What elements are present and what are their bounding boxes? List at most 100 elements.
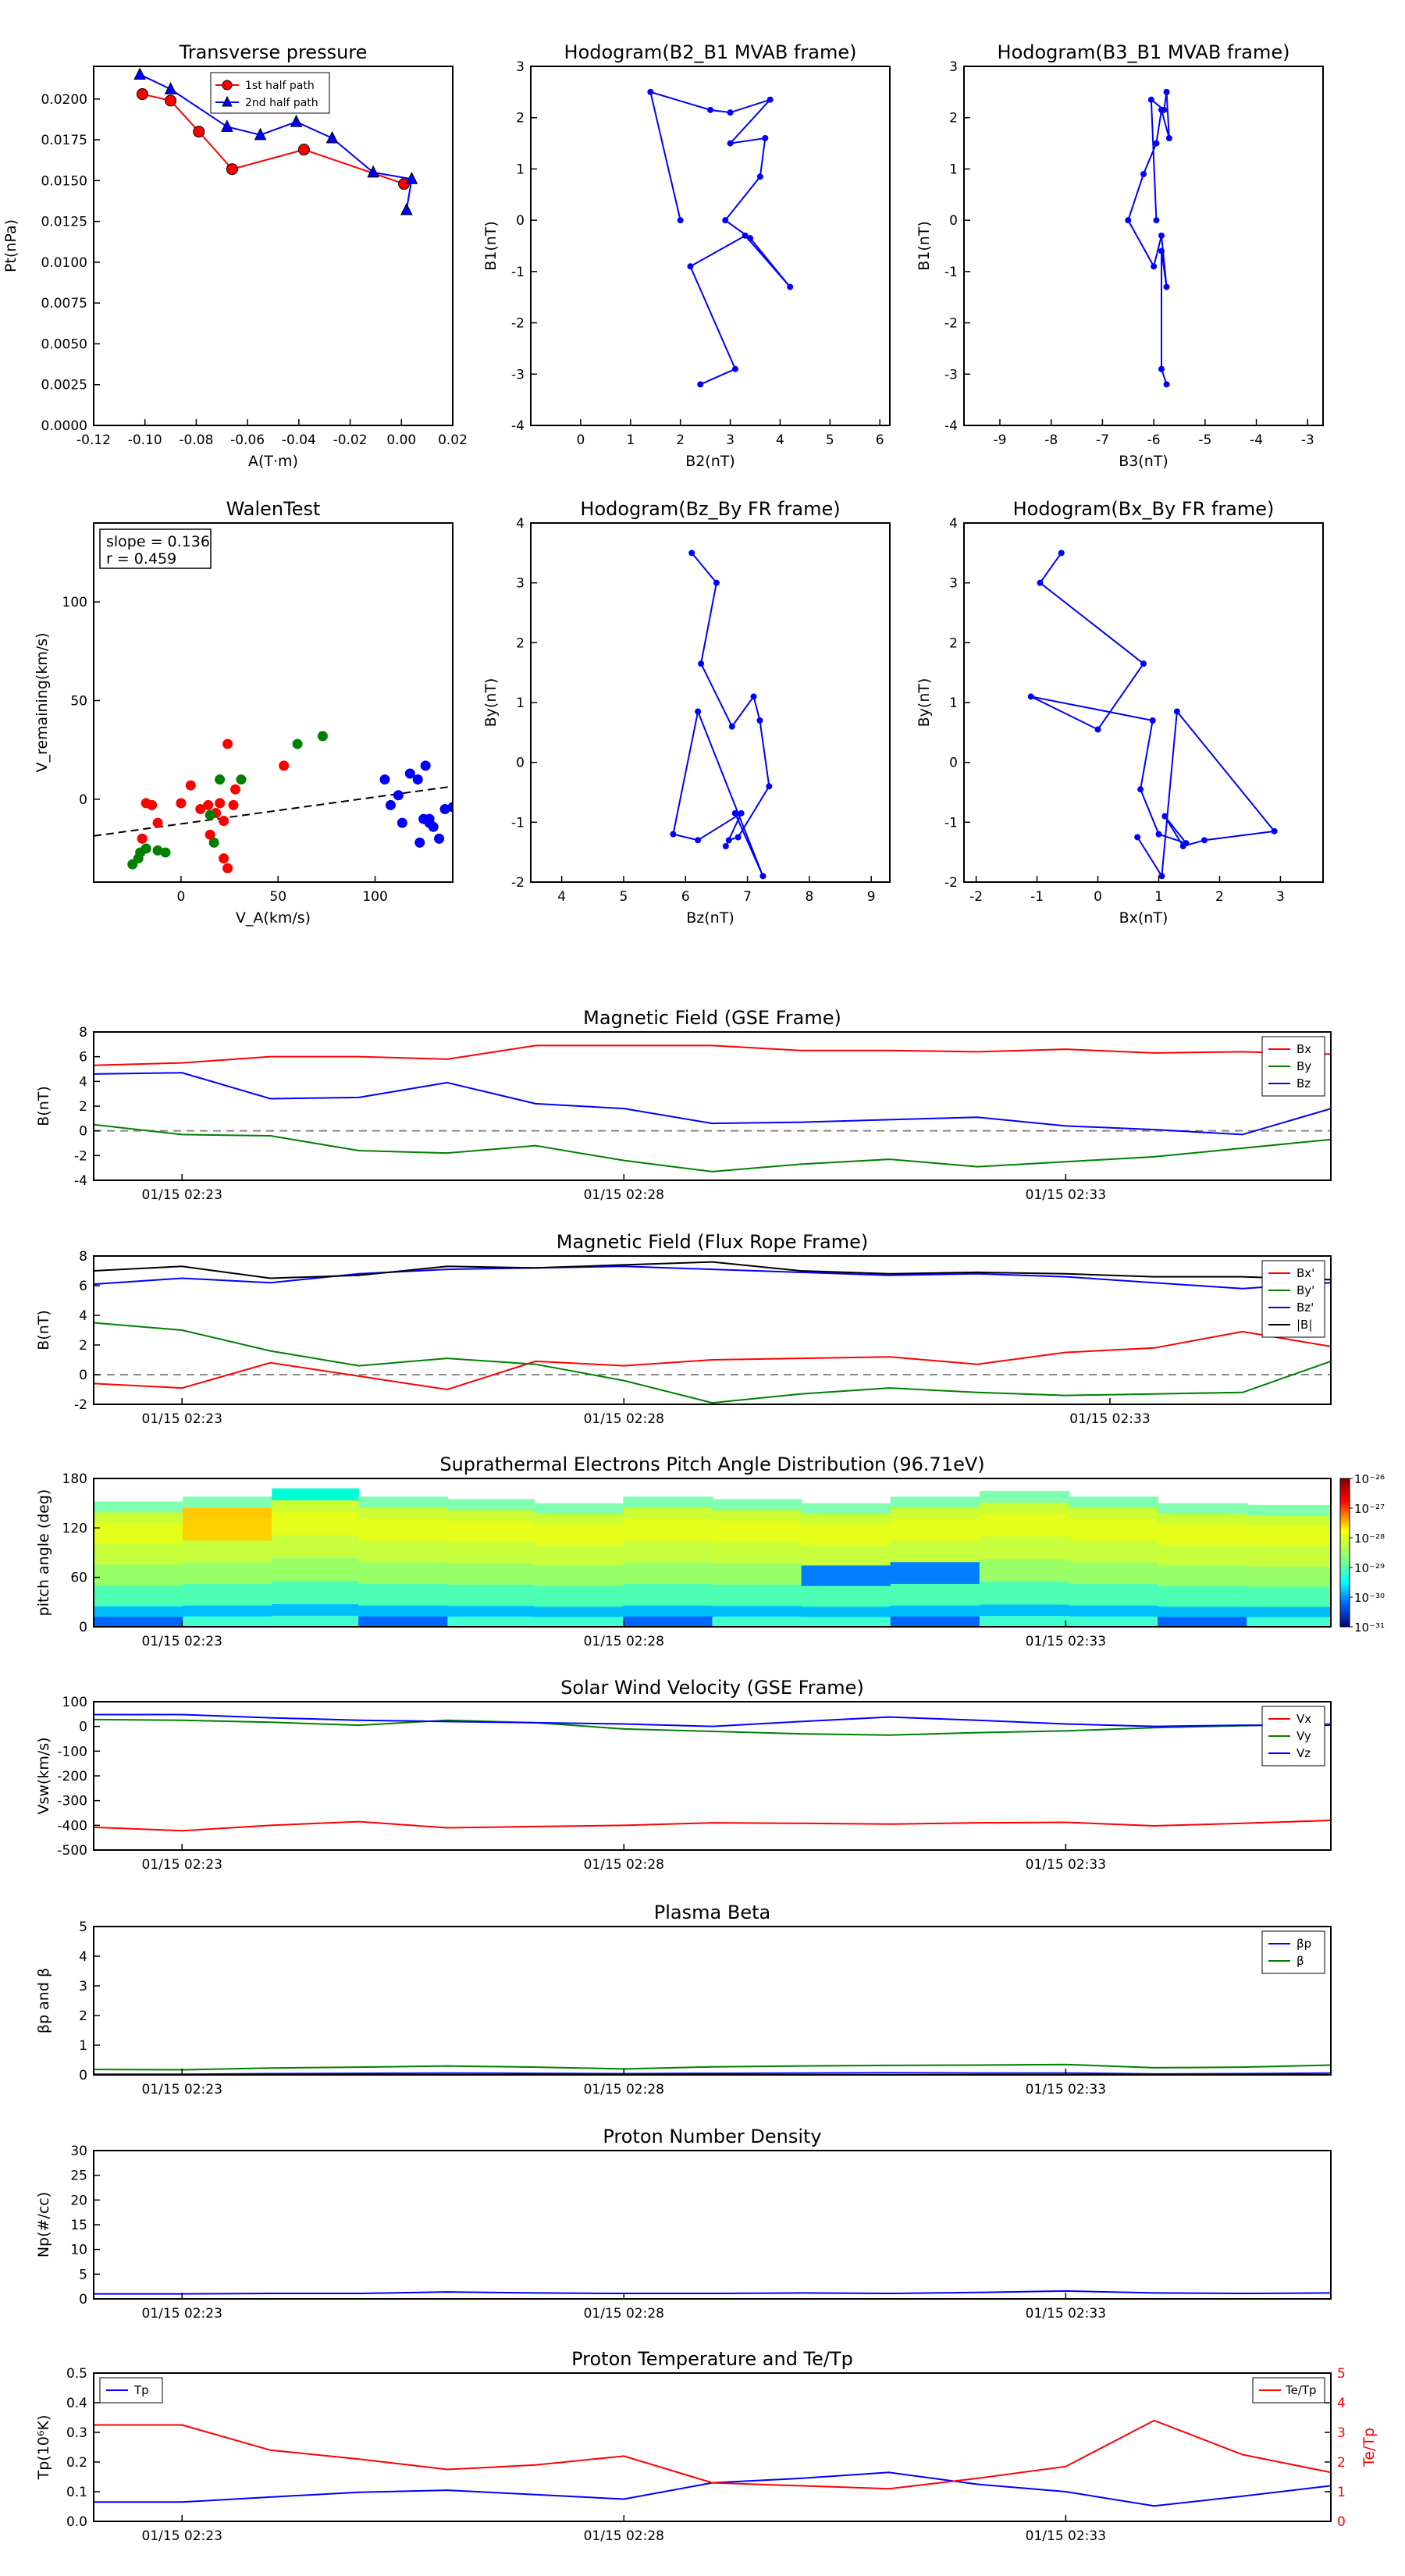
y-tick-label: -1 bbox=[944, 265, 958, 280]
heatmap-cell bbox=[801, 1606, 891, 1617]
plot-frame bbox=[93, 2150, 1332, 2300]
time-tick-label: 01/15 02:28 bbox=[584, 1411, 664, 1427]
heatmap-cell bbox=[358, 1616, 449, 1627]
heatmap-cell bbox=[1068, 1572, 1159, 1585]
plot-frame bbox=[93, 522, 454, 883]
x-tick-label: 4 bbox=[776, 432, 784, 448]
series-line bbox=[94, 1123, 1331, 1172]
x-tick-label: 5 bbox=[620, 889, 628, 905]
y-tick-label: 4 bbox=[1337, 2396, 1346, 2411]
scatter-point bbox=[279, 760, 290, 771]
chart-title: Proton Number Density bbox=[603, 2126, 821, 2147]
x-tick-label: 0 bbox=[576, 432, 585, 448]
heatmap-cell bbox=[801, 1534, 891, 1546]
y-tick-label: 2 bbox=[1337, 2455, 1346, 2471]
heatmap-cell bbox=[94, 1553, 184, 1565]
hodogram-point bbox=[756, 173, 763, 180]
hodogram-point bbox=[1140, 171, 1147, 177]
heatmap-cell bbox=[534, 1564, 624, 1576]
data-point bbox=[254, 127, 267, 141]
hodogram-point bbox=[1158, 106, 1165, 113]
heatmap-cell bbox=[94, 1574, 184, 1586]
plot-frame bbox=[530, 66, 891, 426]
heatmap-cell bbox=[1158, 1513, 1248, 1525]
legend-label: Te/Tp bbox=[1285, 2383, 1317, 2397]
annotation-box bbox=[99, 528, 212, 569]
y-tick-label: 0 bbox=[79, 792, 87, 808]
heatmap-cell bbox=[890, 1583, 980, 1595]
heatmap-cell bbox=[890, 1594, 980, 1606]
legend-box bbox=[1261, 1930, 1325, 1974]
y-tick-label: 6 bbox=[79, 1050, 87, 1066]
hodogram-point bbox=[756, 717, 763, 724]
heatmap-cell bbox=[358, 1594, 449, 1606]
heatmap-cell bbox=[890, 1605, 980, 1617]
hodogram-point bbox=[1149, 717, 1156, 724]
time-tick-label: 01/15 02:33 bbox=[1026, 2306, 1106, 2322]
heatmap-cell bbox=[979, 1603, 1069, 1617]
scatter-point bbox=[185, 780, 196, 791]
heatmap-cell bbox=[94, 1532, 184, 1544]
y-tick-label: -2 bbox=[74, 1148, 87, 1164]
heatmap-cell bbox=[534, 1606, 624, 1617]
y-tick-label: 0 bbox=[79, 2292, 87, 2307]
heatmap-cell bbox=[358, 1583, 449, 1595]
fit-line bbox=[94, 785, 453, 837]
hodogram-point bbox=[731, 809, 738, 817]
chart-title: Proton Temperature and Te/Tp bbox=[571, 2348, 853, 2370]
heatmap-cell bbox=[94, 1595, 184, 1606]
hodogram-point bbox=[1165, 135, 1172, 141]
y-tick-label: 0.4 bbox=[66, 2396, 87, 2411]
data-point bbox=[136, 88, 148, 101]
heatmap-cell bbox=[183, 1518, 273, 1530]
hodogram-point bbox=[1153, 217, 1160, 224]
heatmap-cell bbox=[358, 1572, 449, 1585]
x-tick-label: 5 bbox=[826, 432, 834, 448]
plot-area bbox=[94, 1044, 1331, 1172]
heatmap-cell bbox=[272, 1500, 360, 1512]
x-tick-label: -2 bbox=[969, 889, 983, 905]
y-tick-label: -100 bbox=[57, 1744, 87, 1759]
scatter-point bbox=[424, 817, 435, 828]
y-axis-label: Vsw(km/s) bbox=[35, 1737, 52, 1814]
colorbar-label: 10⁻²⁶ bbox=[1354, 1472, 1385, 1486]
heatmap-cell bbox=[447, 1573, 535, 1585]
y-tick-label: 100 bbox=[62, 1695, 87, 1710]
y-tick-label: 8 bbox=[79, 1249, 87, 1265]
hodogram-point bbox=[695, 837, 702, 844]
heatmap-cell bbox=[1247, 1514, 1331, 1526]
time-tick-label: 01/15 02:33 bbox=[1026, 1187, 1106, 1203]
heatmap-cell bbox=[1247, 1555, 1331, 1567]
hodogram-point bbox=[1125, 217, 1132, 224]
y-tick-label: 1 bbox=[949, 162, 958, 177]
hodogram-point bbox=[727, 140, 734, 147]
heatmap-cell bbox=[712, 1573, 802, 1585]
legend-label: 2nd half path bbox=[245, 97, 318, 109]
heatmap-cell bbox=[623, 1594, 713, 1606]
y-tick-label: 50 bbox=[70, 693, 87, 709]
chart-tp: Transverse pressure 0.0000 0.0025 0.0050 0.0… bbox=[2, 41, 468, 470]
heatmap-cell bbox=[183, 1594, 273, 1606]
scatter-point bbox=[219, 816, 229, 827]
heatmap-cell bbox=[712, 1499, 802, 1510]
y-tick-label: 2 bbox=[79, 1338, 87, 1354]
heatmap-cell bbox=[447, 1541, 535, 1553]
hodogram-point bbox=[687, 263, 694, 270]
scatter-point bbox=[205, 829, 215, 840]
hodogram-point bbox=[750, 693, 757, 700]
legend-label: By bbox=[1297, 1059, 1311, 1073]
y-axis-label: B1(nT) bbox=[482, 221, 500, 271]
chart-h3: Hodogram(Bz_By FR frame) -2 -1 0 1 2 3 4 4 5 6 7 8 9 B… bbox=[482, 498, 891, 927]
y-tick-label: 0.0200 bbox=[41, 92, 87, 108]
heatmap-cell bbox=[1247, 1525, 1331, 1536]
heatmap-cell bbox=[890, 1518, 980, 1530]
heatmap-cell bbox=[623, 1518, 713, 1530]
scatter-point bbox=[236, 774, 247, 785]
y-tick-label: 0 bbox=[1337, 2514, 1346, 2530]
hodogram-point bbox=[1161, 813, 1168, 820]
heatmap-cell bbox=[447, 1563, 535, 1574]
data-point bbox=[400, 202, 413, 215]
y-tick-label: 60 bbox=[70, 1571, 87, 1586]
y-tick-label: 2 bbox=[79, 1099, 87, 1115]
hodogram-point bbox=[1134, 834, 1141, 841]
